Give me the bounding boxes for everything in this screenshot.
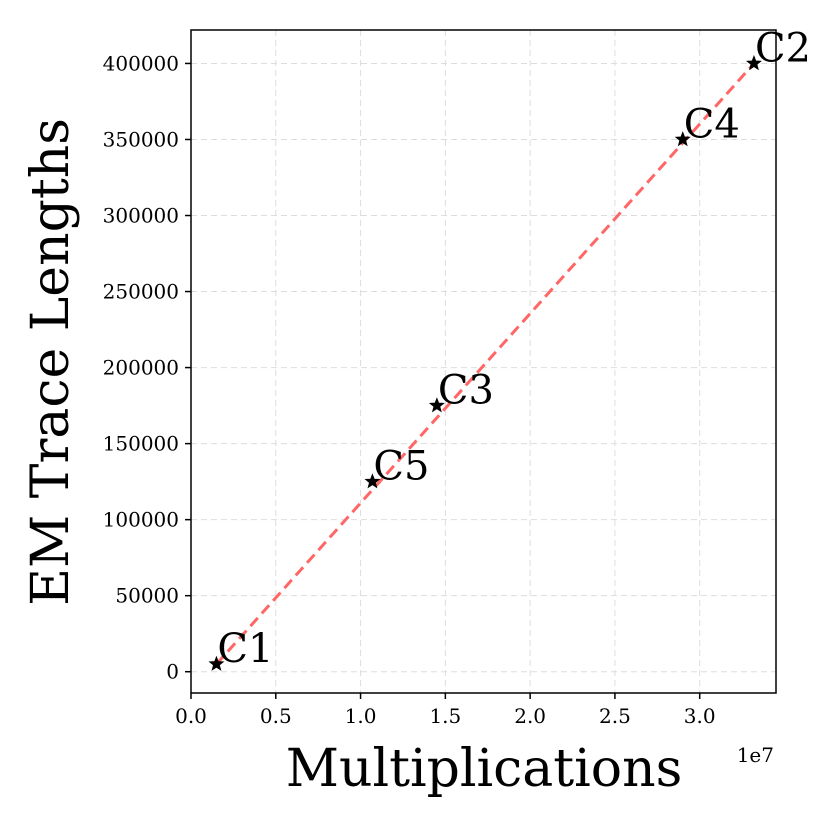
x-tick-label: 0.0 [175,704,207,728]
x-tick-label: 0.5 [260,704,292,728]
y-axis-label: EM Trace Lengths [21,118,81,606]
point-marker-c5 [364,473,381,489]
point-label-c1: C1 [217,626,273,672]
point-marker-c3 [428,397,445,413]
y-tick-label: 200000 [103,356,179,380]
point-marker-c1 [208,655,225,671]
x-axis-label: Multiplications [286,739,683,799]
point-label-c2: C2 [755,25,811,71]
y-tick-label: 100000 [103,508,179,532]
x-tick-label: 1.0 [345,704,377,728]
point-marker-c4 [674,131,691,147]
point-label-c3: C3 [438,368,494,414]
y-tick-label: 150000 [103,432,179,456]
y-tick-label: 250000 [103,280,179,304]
y-axis-ticks: 0 50000 100000 150000 200000 250000 300000 3500… [103,51,191,684]
x-tick-label: 2.0 [514,704,546,728]
y-tick-label: 0 [166,660,179,684]
fit-line-layer [215,62,756,666]
x-axis-offset-label: 1e7 [737,743,774,767]
x-tick-label: 1.5 [429,704,461,728]
point-label-c4: C4 [684,101,740,147]
fit-line [215,62,756,666]
y-tick-label: 300000 [103,204,179,228]
x-tick-label: 2.5 [599,704,631,728]
point-marker-c2 [745,55,762,71]
point-label-c5: C5 [373,444,429,490]
y-tick-label: 350000 [103,127,179,151]
y-tick-label: 50000 [115,584,179,608]
plot-frame [190,29,777,694]
x-axis-ticks: 0.0 0.5 1.0 1.5 2.0 2.5 3.0 [175,693,716,728]
y-tick-label: 400000 [103,51,179,75]
x-tick-label: 3.0 [684,704,716,728]
